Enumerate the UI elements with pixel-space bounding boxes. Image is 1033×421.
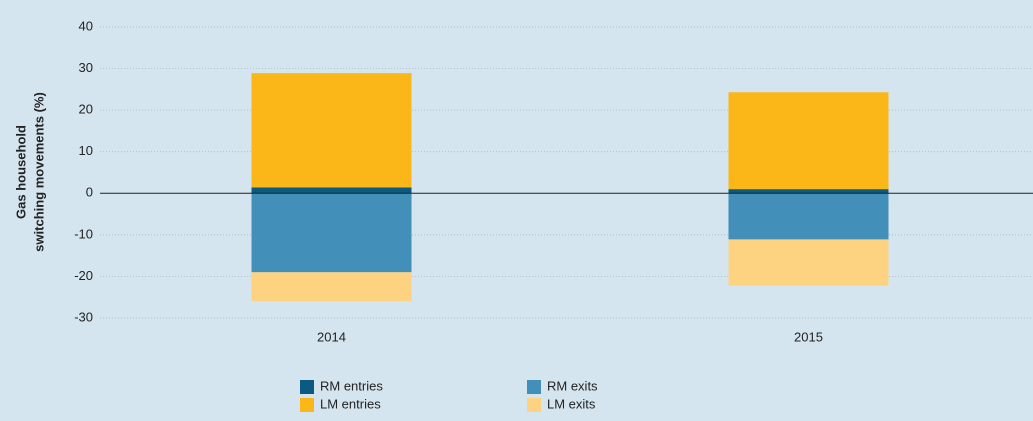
legend-label: RM exits — [547, 378, 598, 393]
legend-label: LM entries — [320, 396, 381, 411]
x-tick-label: 2014 — [317, 329, 346, 344]
bar — [251, 193, 412, 273]
bar — [728, 92, 889, 190]
y-tick-label: 10 — [79, 143, 93, 158]
bar — [728, 239, 889, 286]
bar — [251, 73, 412, 188]
y-tick-label: 0 — [86, 185, 93, 200]
y-tick-label: 20 — [79, 102, 93, 117]
bar — [251, 187, 412, 194]
bar — [728, 189, 889, 194]
legend-label: RM entries — [320, 378, 383, 393]
legend-swatch — [527, 380, 541, 394]
x-tick-label: 2015 — [794, 329, 823, 344]
legend-swatch — [527, 398, 541, 412]
legend-label: LM exits — [547, 396, 596, 411]
y-axis-label: Gas household — [13, 125, 28, 219]
y-tick-label: -30 — [74, 309, 93, 324]
y-axis-label: switching movements (%) — [31, 92, 46, 252]
y-tick-label: 40 — [79, 18, 93, 33]
y-tick-label: -20 — [74, 268, 93, 283]
y-tick-label: 30 — [79, 60, 93, 75]
legend-swatch — [300, 398, 314, 412]
bar — [728, 193, 889, 240]
y-tick-label: -10 — [74, 226, 93, 241]
legend-swatch — [300, 380, 314, 394]
bar — [251, 272, 412, 302]
